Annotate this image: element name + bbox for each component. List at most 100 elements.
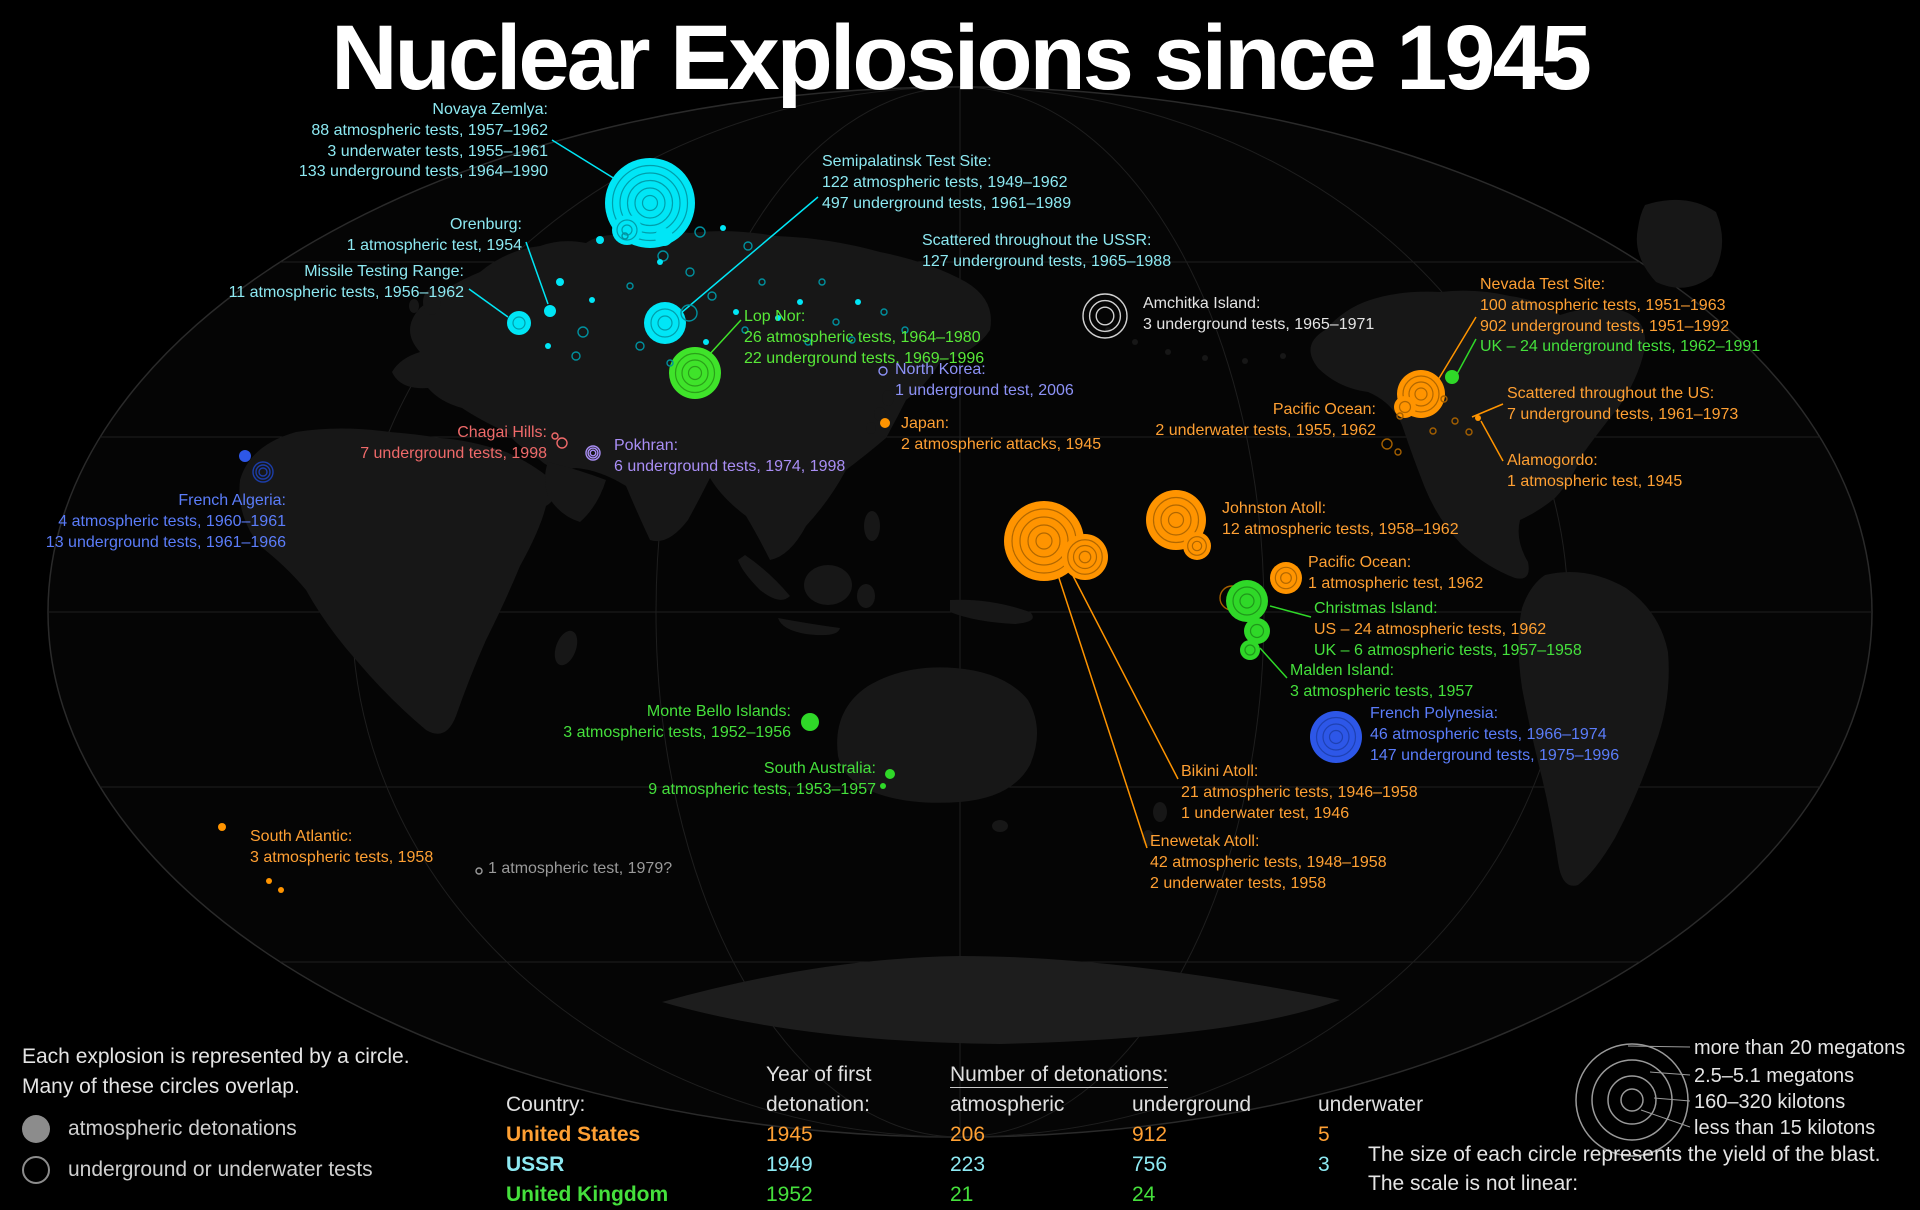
test-site-circle (644, 302, 686, 344)
annotation-line: French Polynesia: (1370, 705, 1499, 722)
annotation-christmas-island: Christmas Island: US – 24 atmospheric tes… (1314, 599, 1582, 661)
annotation-line: Orenburg: (449, 216, 522, 233)
leader-line (1057, 574, 1148, 849)
island-new-zealand-north (1153, 802, 1167, 822)
test-site-circle (621, 232, 629, 240)
leader-lines-layer (468, 139, 1504, 849)
annotation-line: 2 underwater tests, 1958 (1150, 874, 1327, 892)
test-site-circle (901, 326, 909, 334)
test-site-circle (818, 278, 826, 286)
test-site-circle (475, 867, 483, 875)
test-site-circle (218, 823, 226, 831)
annotation-line: 2 atmospheric attacks, 1945 (901, 435, 1102, 453)
leader-line (525, 241, 549, 305)
test-site-circle (804, 338, 812, 346)
leader-line (1456, 338, 1477, 375)
test-site-circle (596, 236, 604, 244)
test-site-circle (694, 226, 706, 238)
test-site-circle (1240, 640, 1260, 660)
year-header-line1: Year of first (766, 1063, 872, 1086)
island-aleutian (1202, 355, 1208, 361)
annotation-line: Pacific Ocean: (1308, 554, 1412, 571)
test-site-circle (880, 308, 888, 316)
annotation-line: South Australia: (763, 760, 876, 777)
test-site-circle (878, 366, 888, 376)
annotation-monte-bello-islands: Monte Bello Islands: 3 atmospheric tests,… (563, 702, 791, 744)
annotation-line: Japan: (901, 415, 950, 432)
annotation-line: 902 underground tests, 1951–1992 (1480, 317, 1730, 335)
annotation-line: Pokhran: (614, 437, 679, 454)
test-site-circle (1396, 412, 1404, 420)
test-site-circle (252, 461, 274, 483)
table-cell-year: 1949 (766, 1153, 813, 1176)
test-site-circle (855, 299, 861, 305)
year-header-line2: detonation: (766, 1093, 870, 1116)
annotation-line: 11 atmospheric tests, 1956–1962 (228, 283, 464, 301)
annotation-line: UK – 24 underground tests, 1962–1991 (1480, 338, 1761, 356)
test-site-circle (880, 418, 890, 428)
leader-line (1069, 569, 1179, 780)
annotation-pokhran: Pokhran: 6 underground tests, 1974, 1998 (614, 436, 845, 478)
yield-leader-line (1649, 1071, 1691, 1076)
test-site-circle (1445, 370, 1459, 384)
annotation-pacific-ocean-underwater: Pacific Ocean: 2 underwater tests, 1955, … (1155, 400, 1376, 442)
annotation-line: Enewetak Atoll: (1150, 833, 1260, 850)
annotation-line: 4 atmospheric tests, 1960–1961 (58, 512, 286, 530)
annotation-line: Alamogordo: (1507, 452, 1598, 469)
island-sumatra (738, 555, 790, 600)
leader-line (1269, 605, 1312, 618)
size-caption-line2: The scale is not linear: (1368, 1172, 1579, 1195)
annotation-line: 26 atmospheric tests, 1964–1980 (744, 328, 981, 346)
size-legend-circles (1575, 1043, 1691, 1157)
region-arabia (545, 462, 606, 522)
test-site-circle (666, 359, 674, 367)
annotation-line: 13 underground tests, 1961–1966 (45, 533, 286, 551)
test-site-circle (1381, 438, 1393, 450)
annotation-line: 7 underground tests, 1961–1973 (1507, 405, 1739, 423)
continents (239, 199, 1723, 1044)
country-header: Country: (506, 1093, 586, 1116)
island-aleutian (1242, 358, 1248, 364)
annotation-line: Chagai Hills: (457, 424, 547, 441)
annotation-line: 497 underground tests, 1961–1989 (822, 194, 1072, 212)
table-cell-year: 1945 (766, 1123, 813, 1146)
table-cell-country: United States (506, 1123, 641, 1146)
test-site-circle (741, 326, 749, 334)
test-site-circle (1062, 534, 1108, 580)
yield-leader-line (1627, 1045, 1691, 1048)
test-site-circle (707, 291, 717, 301)
annotation-line: 9 atmospheric tests, 1953–1957 (648, 780, 876, 798)
size-legend-label: 2.5–5.1 megatons (1694, 1065, 1855, 1087)
test-site-circle (1440, 395, 1448, 403)
annotation-amchitka-island: Amchitka Island: 3 underground tests, 196… (1143, 294, 1374, 336)
table-cell-underground: 24 (1132, 1183, 1156, 1206)
outline-circle-icon (22, 1156, 50, 1184)
island-ireland (409, 299, 419, 313)
annotation-line: 3 atmospheric tests, 1952–1956 (563, 723, 791, 741)
test-site-circle (1465, 428, 1473, 436)
continent-australia (837, 667, 1038, 803)
continent-antarctica (662, 956, 1340, 1044)
size-legend-label: more than 20 megatons (1694, 1037, 1906, 1059)
size-legend-label: 160–320 kilotons (1694, 1091, 1846, 1113)
annotation-line: 12 atmospheric tests, 1958–1962 (1222, 520, 1459, 538)
annotation-line: 42 atmospheric tests, 1948–1958 (1150, 853, 1387, 871)
annotation-line: US – 24 atmospheric tests, 1962 (1314, 620, 1547, 638)
filled-circle-icon (22, 1115, 50, 1143)
test-site-circle (733, 309, 739, 315)
leader-line (707, 319, 742, 357)
annotation-line: Malden Island: (1290, 662, 1395, 679)
test-site-circle (685, 267, 695, 277)
island-madagascar (554, 630, 578, 666)
annotation-line: 7 underground tests, 1998 (360, 444, 547, 462)
detonations-table: Year of first Number of detonations: Cou… (506, 1060, 1478, 1210)
annotation-semipalatinsk: Semipalatinsk Test Site: 122 atmospheric … (822, 152, 1071, 214)
table-header: Year of first Number of detonations: Cou… (506, 1060, 1478, 1120)
annotation-line: 1 atmospheric test, 1954 (346, 236, 522, 254)
annotation-french-algeria: French Algeria: 4 atmospheric tests, 1960… (46, 491, 286, 553)
test-site-circle (551, 432, 559, 440)
annotation-line: 46 atmospheric tests, 1966–1974 (1370, 725, 1607, 743)
test-site-circle (743, 241, 753, 251)
annotation-alamogordo: Alamogordo: 1 atmospheric test, 1945 (1507, 451, 1682, 493)
test-site-circle (1226, 580, 1268, 622)
